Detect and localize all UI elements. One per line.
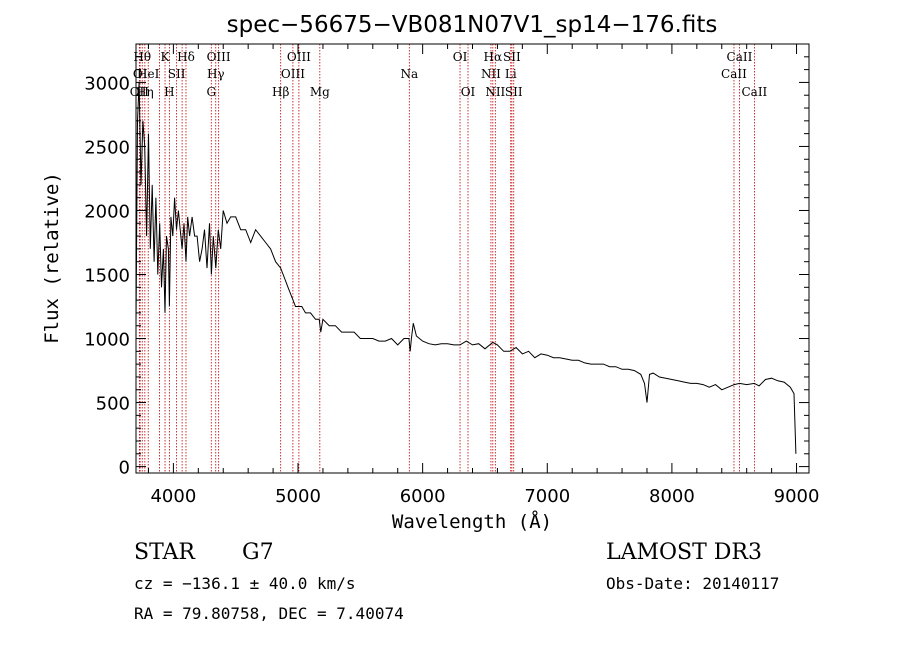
- x-tick-label: 6000: [400, 486, 446, 507]
- marker-label: K: [161, 50, 171, 64]
- survey-name: LAMOST DR3: [606, 540, 762, 565]
- axis-ticks: 4000 5000 6000 7000 8000 9000 0 500 1000 1500 2000…: [84, 44, 819, 507]
- chart-title: spec−56675−VB081N07V1_sp14−176.fits: [227, 12, 718, 38]
- y-tick-label: 500: [96, 394, 130, 415]
- marker-label: CaII: [741, 85, 767, 99]
- marker-label: OI: [453, 50, 468, 64]
- sky-coordinates: RA = 79.80758, DEC = 7.40074: [134, 604, 404, 623]
- object-subclass: G7: [242, 540, 274, 565]
- marker-label: CaII: [721, 67, 747, 81]
- y-tick-label: 2500: [84, 137, 130, 158]
- marker-label: HeI: [137, 67, 160, 81]
- y-tick-label: 1000: [84, 330, 130, 351]
- marker-label: SII: [168, 67, 186, 81]
- marker-label: OIII: [281, 67, 305, 81]
- x-axis-label: Wavelength (Å): [392, 510, 552, 533]
- redshift-velocity: cz = −136.1 ± 40.0 km/s: [134, 574, 356, 593]
- line-markers: [138, 44, 755, 473]
- y-axis-label: Flux (relative): [41, 172, 63, 344]
- marker-label: Hθ: [133, 50, 151, 64]
- marker-label: Hγ: [207, 67, 225, 81]
- marker-label: Hδ: [177, 50, 195, 64]
- x-tick-label: 7000: [524, 486, 570, 507]
- line-marker-labels: OIIOIHθHηHeIKHSIIHδGHγOIIIHβOIIIOIIIMgNa…: [130, 50, 768, 99]
- x-tick-label: 8000: [649, 486, 695, 507]
- marker-label: G: [206, 85, 216, 99]
- y-tick-label: 2000: [84, 201, 130, 222]
- spectrum-line: [135, 82, 797, 454]
- plot-frame: [135, 43, 810, 474]
- marker-label: OI: [461, 85, 476, 99]
- marker-label: SII: [505, 85, 523, 99]
- y-tick-label: 0: [119, 458, 130, 479]
- marker-label: Hβ: [272, 85, 289, 99]
- marker-label: Mg: [310, 85, 330, 99]
- x-tick-label: 4000: [150, 486, 196, 507]
- y-tick-label: 3000: [84, 73, 130, 94]
- x-tick-label: 5000: [275, 486, 321, 507]
- marker-label: OIII: [207, 50, 231, 64]
- marker-label: NII: [485, 85, 505, 99]
- marker-label: NII: [481, 67, 501, 81]
- observation-date: Obs-Date: 20140117: [606, 574, 780, 593]
- object-class: STAR: [134, 540, 195, 565]
- y-tick-label: 1500: [84, 266, 130, 287]
- marker-label: Hα: [484, 50, 503, 64]
- marker-label: CaII: [727, 50, 753, 64]
- marker-label: H: [164, 85, 174, 99]
- marker-label: Na: [400, 67, 418, 81]
- marker-label: Li: [505, 67, 517, 81]
- marker-label: SII: [503, 50, 521, 64]
- x-tick-label: 9000: [774, 486, 820, 507]
- marker-label: OI: [133, 67, 148, 81]
- marker-label: OIII: [287, 50, 311, 64]
